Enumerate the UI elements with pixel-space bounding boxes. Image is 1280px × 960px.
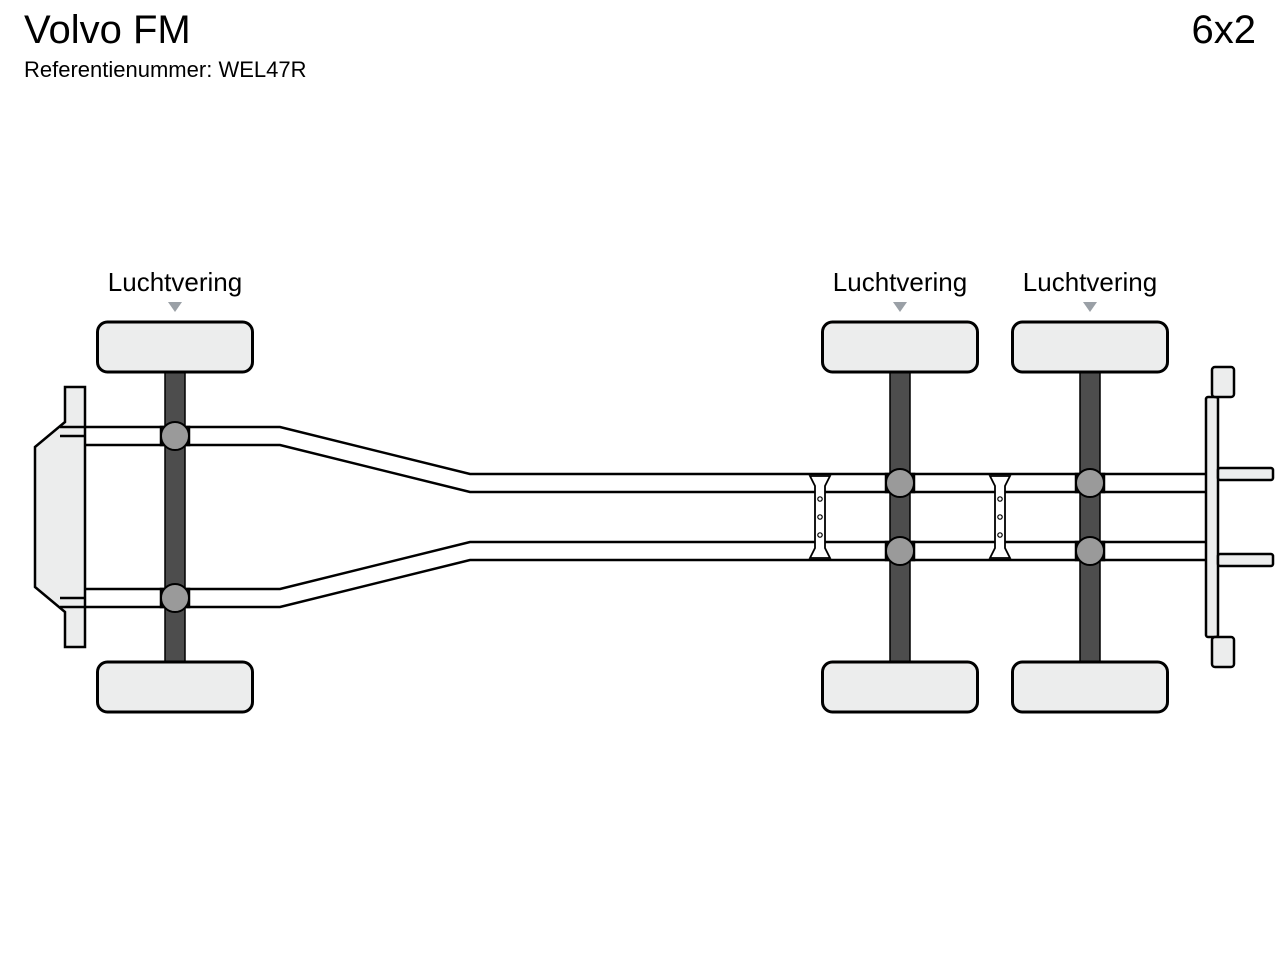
chevron-down-icon <box>893 302 907 312</box>
reference-value: WEL47R <box>218 57 306 82</box>
axle-config: 6x2 <box>1192 8 1257 53</box>
reference-label: Referentienummer: <box>24 57 212 82</box>
page-title: Volvo FM <box>24 8 191 53</box>
chevron-down-icon <box>168 302 182 312</box>
reference-line: Referentienummer: WEL47R <box>0 53 1280 87</box>
chevron-down-icon <box>1083 302 1097 312</box>
axle-label: Luchtvering <box>833 267 967 298</box>
chassis-diagram: Luchtvering Luchtvering Luchtvering <box>0 87 1280 907</box>
axle-label: Luchtvering <box>108 267 242 298</box>
axle-label: Luchtvering <box>1023 267 1157 298</box>
